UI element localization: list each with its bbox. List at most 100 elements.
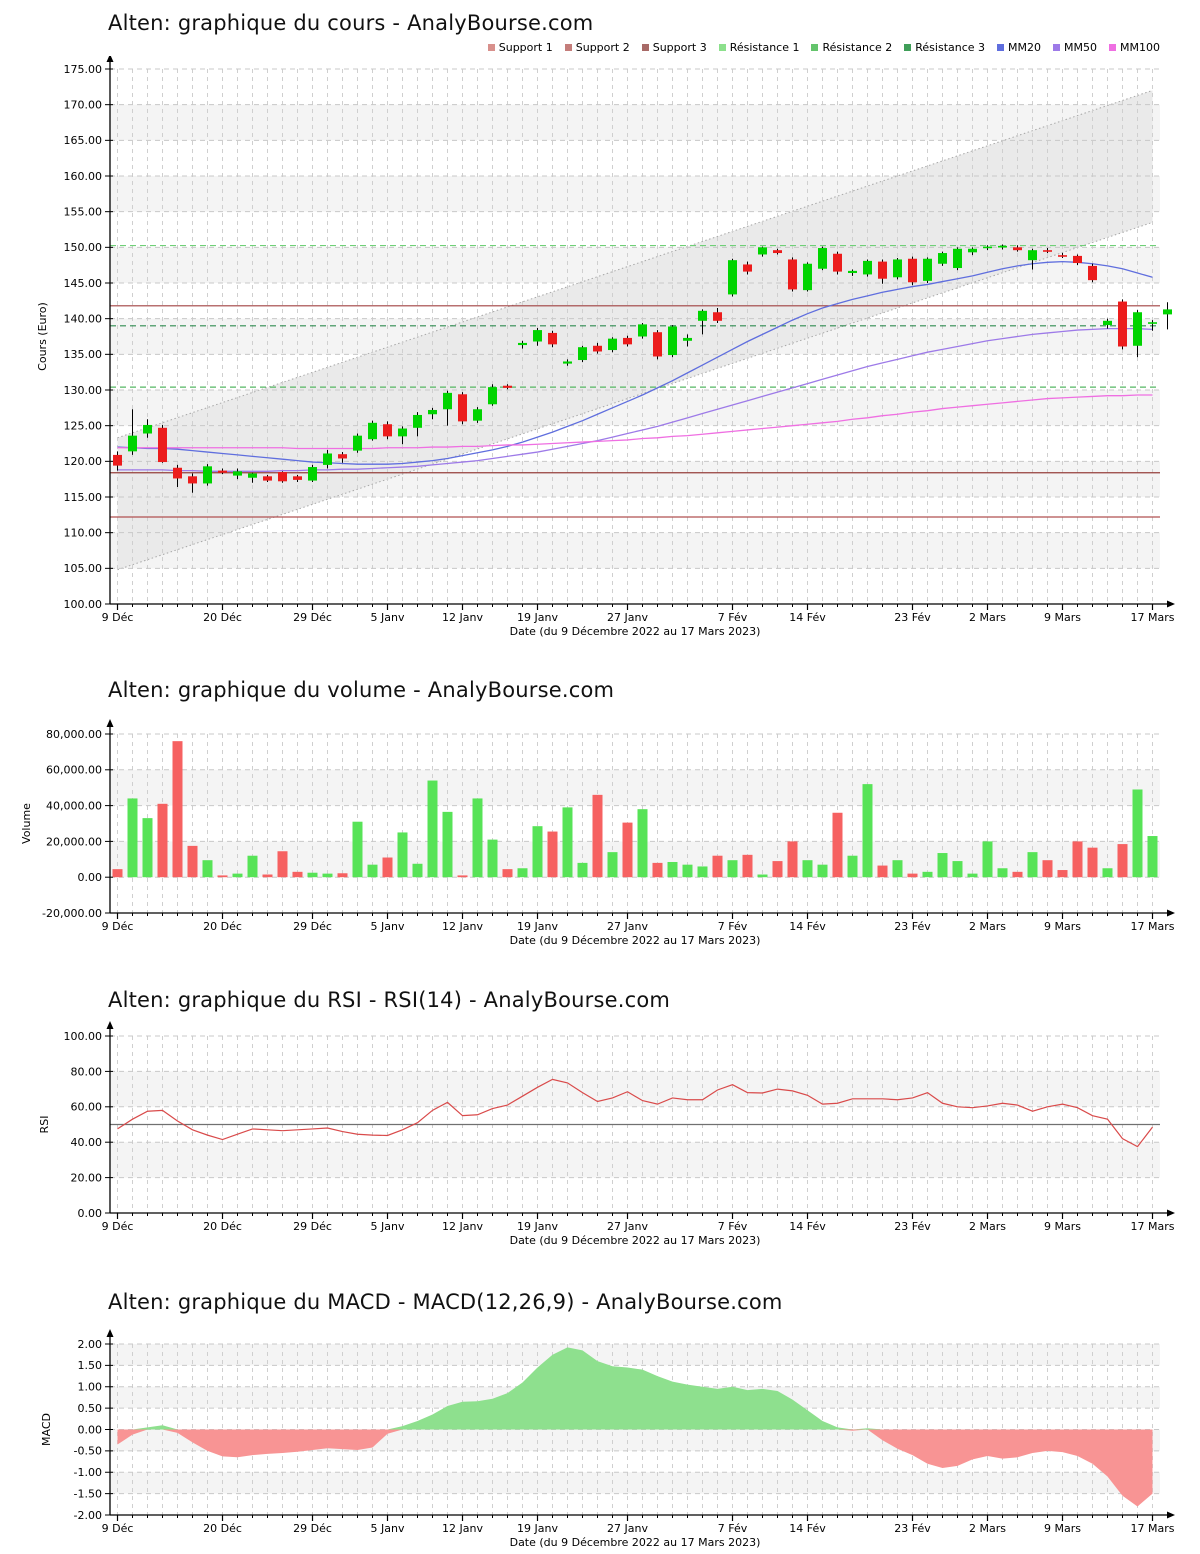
x-tick-label: 12 Janv <box>442 611 483 624</box>
legend-label: Résistance 1 <box>729 40 800 54</box>
volume-bar <box>772 861 783 878</box>
price-chart-section: Alten: graphique du cours - AnalyBourse.… <box>0 0 1200 641</box>
candle <box>608 338 617 351</box>
y-axis-arrow-icon <box>106 719 114 727</box>
candle <box>548 332 557 345</box>
y-tick-label: 100.00 <box>64 598 103 611</box>
y-tick-label: 0.00 <box>78 871 103 884</box>
x-tick-label: 19 Janv <box>517 920 558 933</box>
y-axis-arrow-icon <box>106 1329 114 1337</box>
volume-bar <box>652 862 663 878</box>
y-tick-label: 100.00 <box>64 1030 103 1043</box>
volume-bar <box>817 864 828 878</box>
legend-item: Support 1 <box>487 41 553 54</box>
candle <box>668 326 677 356</box>
x-tick-label: 23 Fév <box>894 920 931 933</box>
x-axis-arrow-icon <box>1167 1511 1175 1519</box>
macd-chart-title: Alten: graphique du MACD - MACD(12,26,9)… <box>108 1290 783 1314</box>
volume-bar <box>487 839 498 878</box>
candle <box>1028 250 1037 261</box>
x-tick-label: 27 Janv <box>607 1522 648 1535</box>
price-chart-legend: Support 1 Support 2 Support 3 Résistance 1 R… <box>0 40 1160 54</box>
y-tick-label: 20,000.00 <box>46 835 102 848</box>
x-tick-label: 20 Déc <box>203 611 242 624</box>
candle <box>758 247 767 255</box>
volume-bar <box>787 841 798 878</box>
volume-bar <box>712 855 723 878</box>
mm100-line <box>117 394 1153 450</box>
price-chart-canvas: 175.00 170.00 165.00 160.00 155.00 150.00 145.… <box>36 56 1175 638</box>
candle <box>263 476 272 481</box>
axes-layer: 100.00 80.00 60.00 40.00 20.00 0.009 Déc 20 Dé… <box>38 1021 1175 1247</box>
legend-swatch-icon <box>904 43 912 51</box>
macd-chart-section: Alten: graphique du MACD - MACD(12,26,9)… <box>0 1289 1200 1554</box>
candle <box>893 259 902 278</box>
candle <box>713 312 722 321</box>
candle <box>563 361 572 364</box>
legend-swatch-icon <box>811 43 819 51</box>
volume-bar <box>457 875 468 878</box>
candle <box>338 454 347 459</box>
candle <box>743 264 752 272</box>
y-tick-label: 150.00 <box>64 241 103 254</box>
x-tick-label: 23 Fév <box>894 1522 931 1535</box>
candle <box>323 453 332 465</box>
y-axis-arrow-icon <box>106 56 114 62</box>
y-tick-label: -1.50 <box>74 1487 102 1500</box>
macd-plot: 2.00 1.50 1.00 0.50 0.00 -0.50 -1.00 -1.50 -2.00… <box>40 1329 1175 1549</box>
legend-label: MM100 <box>1120 40 1160 54</box>
candle <box>128 435 137 452</box>
macd-positive-area <box>117 1347 1153 1430</box>
candle <box>428 409 437 415</box>
x-axis-arrow-icon <box>1167 1209 1175 1217</box>
candle <box>1133 312 1142 346</box>
legend-swatch-icon <box>564 43 572 51</box>
x-tick-label: 27 Janv <box>607 611 648 624</box>
x-axis-caption: Date (du 9 Décembre 2022 au 17 Mars 2023… <box>510 1234 761 1247</box>
legend-item: Résistance 3 <box>904 41 985 54</box>
legend-label: Support 3 <box>652 40 707 54</box>
bands-layer <box>110 1071 1160 1178</box>
volume-bar <box>322 873 333 878</box>
y-tick-label: -1.00 <box>74 1466 102 1479</box>
candle <box>1073 255 1082 264</box>
rsi-chart-canvas: 100.00 80.00 60.00 40.00 20.00 0.009 Déc 20 Dé… <box>38 1021 1175 1247</box>
x-tick-label: 27 Janv <box>607 1220 648 1233</box>
volume-bar <box>997 868 1008 878</box>
x-tick-label: 9 Déc <box>102 1220 134 1233</box>
y-tick-label: 105.00 <box>64 562 103 575</box>
candles-layer <box>113 244 1172 493</box>
x-tick-label: 14 Fév <box>789 1522 826 1535</box>
volume-bar <box>352 821 363 878</box>
x-tick-label: 12 Janv <box>442 1522 483 1535</box>
x-tick-label: 29 Déc <box>293 920 332 933</box>
x-tick-label: 20 Déc <box>203 920 242 933</box>
volume-bar <box>277 851 288 878</box>
volume-bar <box>202 860 213 878</box>
axes-layer: 175.00 170.00 165.00 160.00 155.00 150.00 145.… <box>36 56 1175 638</box>
y-tick-label: 115.00 <box>64 491 103 504</box>
volume-bar <box>1117 844 1128 878</box>
y-tick-label: 60.00 <box>71 1101 103 1114</box>
x-tick-label: 5 Janv <box>371 611 405 624</box>
volume-bar <box>847 855 858 878</box>
x-axis-caption: Date (du 9 Décembre 2022 au 17 Mars 2023… <box>510 625 761 638</box>
grid-layer <box>110 733 1160 914</box>
volume-bar <box>382 857 393 878</box>
x-tick-label: 9 Mars <box>1044 920 1081 933</box>
y-tick-label: 155.00 <box>64 206 103 219</box>
x-tick-label: 27 Janv <box>607 920 648 933</box>
x-tick-label: 7 Fév <box>718 1220 748 1233</box>
volume-bar <box>142 818 153 878</box>
candle <box>773 250 782 254</box>
y-tick-label: 20.00 <box>71 1171 103 1184</box>
x-tick-label: 17 Mars <box>1131 920 1175 933</box>
candle <box>698 310 707 321</box>
rsi-chart-section: Alten: graphique du RSI - RSI(14) - Anal… <box>0 987 1200 1249</box>
y-tick-label: 165.00 <box>64 134 103 147</box>
x-tick-label: 20 Déc <box>203 1220 242 1233</box>
x-tick-label: 9 Déc <box>102 611 134 624</box>
candle <box>293 476 302 480</box>
candle <box>983 246 992 249</box>
x-tick-label: 5 Janv <box>371 1522 405 1535</box>
